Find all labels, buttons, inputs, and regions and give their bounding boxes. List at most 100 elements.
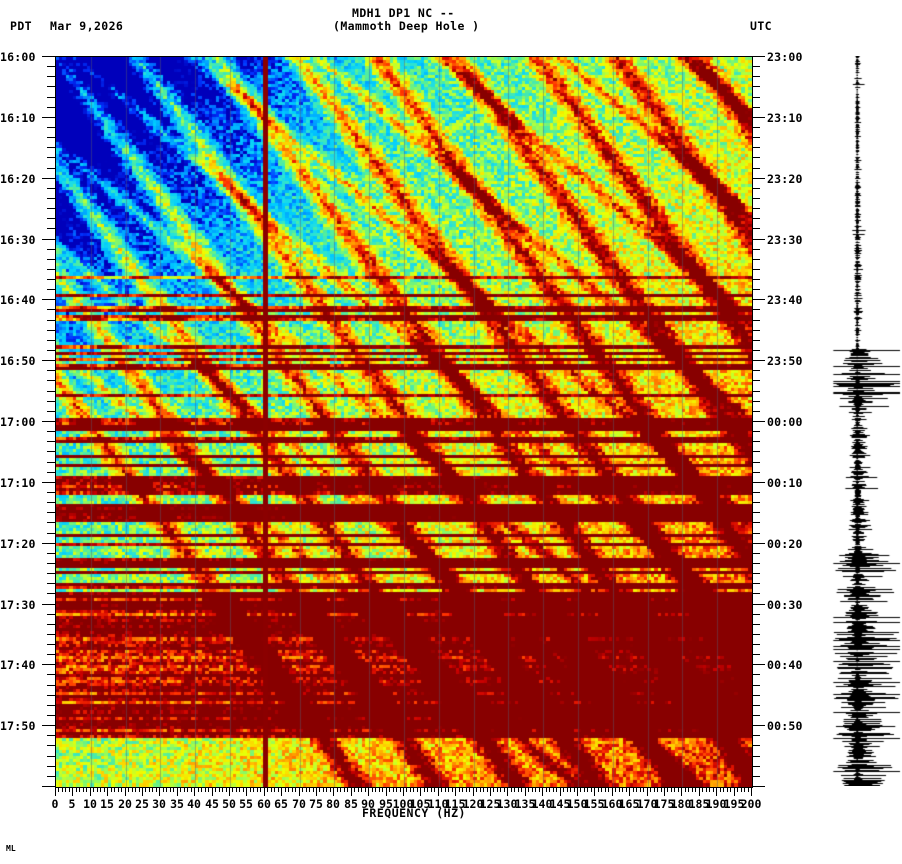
frequency-axis-tick (535, 787, 536, 792)
frequency-axis-tick (55, 787, 56, 796)
right-axis-tick (752, 705, 760, 706)
right-axis-tick (752, 360, 765, 361)
frequency-axis-tick (139, 787, 140, 792)
frequency-axis-tick (253, 787, 254, 792)
right-axis-tick (752, 107, 760, 108)
frequency-axis-label: 120 (462, 797, 484, 811)
right-axis-label: 00:40 (767, 658, 803, 672)
frequency-axis-tick (86, 787, 87, 792)
frequency-axis-tick (539, 787, 540, 792)
right-axis-tick (752, 553, 760, 554)
right-axis-label: 00:20 (767, 537, 803, 551)
frequency-axis-label: 165 (618, 797, 640, 811)
frequency-axis-label: 90 (361, 797, 375, 811)
left-axis-label: 17:20 (0, 537, 36, 551)
frequency-axis-tick (83, 787, 84, 792)
right-axis-tick (752, 269, 760, 270)
spectrogram-canvas (56, 57, 752, 787)
frequency-axis-label: 20 (118, 797, 132, 811)
frequency-axis-tick (685, 787, 686, 792)
frequency-axis-tick (511, 787, 512, 792)
frequency-axis-tick (236, 787, 237, 792)
frequency-axis-tick (309, 787, 310, 792)
right-axis-tick (752, 188, 760, 189)
frequency-axis-tick (452, 787, 453, 792)
frequency-axis-tick (438, 787, 439, 796)
left-axis-tick (47, 441, 55, 442)
right-axis-tick (752, 340, 760, 341)
frequency-axis-tick (198, 787, 199, 792)
spectrogram-plot[interactable] (55, 56, 753, 788)
frequency-axis-tick (347, 787, 348, 792)
right-axis-tick (752, 391, 760, 392)
frequency-axis-tick (748, 787, 749, 792)
frequency-axis-tick (664, 787, 665, 796)
right-axis-label: 23:40 (767, 293, 803, 307)
frequency-axis-label: 0 (51, 797, 59, 811)
left-axis-label: 16:00 (0, 50, 36, 64)
right-axis-tick (752, 492, 760, 493)
left-axis-tick (47, 634, 55, 635)
frequency-axis-tick (424, 787, 425, 792)
frequency-axis-tick (480, 787, 481, 792)
frequency-axis-tick (372, 787, 373, 792)
left-axis-tick (47, 259, 55, 260)
date-label: Mar 9,2026 (50, 19, 124, 33)
frequency-axis-label: 180 (670, 797, 692, 811)
frequency-axis-tick (319, 787, 320, 792)
frequency-axis-tick (521, 787, 522, 792)
right-axis-tick (752, 279, 760, 280)
right-axis-tick (752, 299, 765, 300)
frequency-axis-label: 60 (257, 797, 271, 811)
right-axis-tick (752, 411, 760, 412)
frequency-axis-tick (577, 787, 578, 796)
right-axis-tick (752, 664, 765, 665)
right-axis-tick (752, 604, 765, 605)
frequency-axis-tick (250, 787, 251, 792)
left-axis-tick (42, 604, 55, 605)
right-axis-tick (752, 259, 760, 260)
frequency-axis-label: 145 (549, 797, 571, 811)
left-axis-tick (42, 786, 55, 787)
left-axis-tick (47, 188, 55, 189)
time-axis-right: 23:00 23:10 23:20 23:30 23:40 23:50 00:00 00:10… (752, 50, 812, 788)
left-axis-tick (47, 685, 55, 686)
left-axis-tick (47, 350, 55, 351)
frequency-axis-tick (476, 787, 477, 792)
frequency-axis-tick (260, 787, 261, 792)
frequency-axis-tick (159, 787, 160, 796)
frequency-axis-tick (584, 787, 585, 792)
left-axis-tick (47, 208, 55, 209)
right-axis-tick (752, 462, 760, 463)
frequency-axis-tick (720, 787, 721, 792)
frequency-axis-label: 135 (514, 797, 536, 811)
left-axis-tick (47, 168, 55, 169)
frequency-axis-tick (212, 787, 213, 796)
frequency-axis-tick (636, 787, 637, 792)
frequency-axis-tick (493, 787, 494, 792)
frequency-axis-tick (326, 787, 327, 792)
frequency-axis-tick (163, 787, 164, 792)
frequency-axis-tick (187, 787, 188, 792)
frequency-axis-tick (518, 787, 519, 792)
left-axis-label: 16:50 (0, 354, 36, 368)
left-axis-label: 16:10 (0, 111, 36, 125)
frequency-axis-tick (219, 787, 220, 792)
left-axis-tick (47, 107, 55, 108)
frequency-axis-tick (191, 787, 192, 792)
frequency-axis-tick (730, 787, 731, 792)
frequency-axis-tick (170, 787, 171, 792)
frequency-axis-tick (152, 787, 153, 792)
right-axis-tick (752, 756, 760, 757)
frequency-axis-tick (128, 787, 129, 792)
right-axis-tick (752, 695, 760, 696)
frequency-axis-label: 70 (292, 797, 306, 811)
right-axis-tick (752, 421, 765, 422)
frequency-axis-tick (79, 787, 80, 792)
left-axis-tick (47, 624, 55, 625)
frequency-axis-tick (737, 787, 738, 792)
left-axis-tick (42, 543, 55, 544)
header: PDT Mar 9,2026 MDH1 DP1 NC -- (Mammoth D… (0, 0, 902, 48)
frequency-axis-tick (386, 787, 387, 796)
left-axis-tick (47, 492, 55, 493)
